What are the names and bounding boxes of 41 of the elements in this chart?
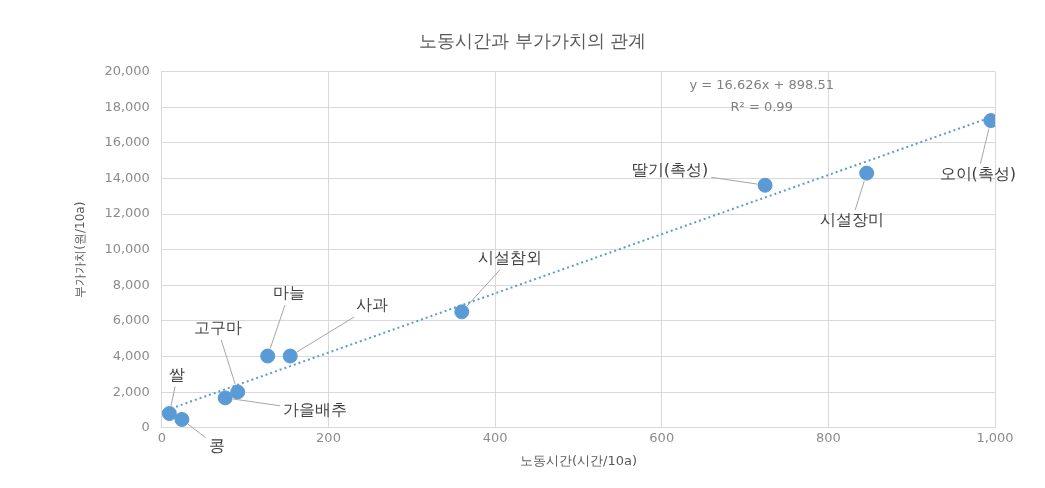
y-tick-label: 12,000 bbox=[104, 205, 150, 221]
annotation: 딸기(촉성) bbox=[631, 160, 709, 180]
annotation: 시설참외 bbox=[477, 248, 542, 268]
y-tick-label: 18,000 bbox=[104, 98, 150, 114]
annotation: 사과 bbox=[356, 295, 389, 315]
y-tick-label: 2,000 bbox=[112, 383, 150, 399]
annotation: 쌀 bbox=[169, 364, 186, 384]
point bbox=[174, 411, 190, 427]
point bbox=[454, 304, 470, 320]
point bbox=[757, 177, 773, 193]
annotation: 고구마 bbox=[193, 318, 242, 338]
annotation: y = 16.626x + 898.51 bbox=[689, 76, 835, 92]
y-tick-label: 14,000 bbox=[104, 169, 150, 185]
y-tick-label: 8,000 bbox=[112, 276, 150, 292]
x-tick-label: 400 bbox=[482, 429, 508, 445]
y-tick-label: 4,000 bbox=[112, 347, 150, 363]
point bbox=[217, 390, 233, 406]
x-tick-label: 600 bbox=[649, 429, 675, 445]
point bbox=[859, 165, 875, 181]
x-tick-label: 0 bbox=[157, 429, 167, 445]
chart-title: 노동시간과 부가가치의 관계 bbox=[418, 30, 647, 52]
annotation: 오이(촉성) bbox=[939, 163, 1017, 183]
annotation: 마늘 bbox=[272, 283, 305, 303]
point bbox=[161, 406, 177, 422]
y-tick-label: 20,000 bbox=[104, 62, 150, 78]
y-tick-label: 16,000 bbox=[104, 134, 150, 150]
annotation: R² = 0.99 bbox=[730, 98, 793, 114]
x-axis-title: 노동시간(시간/10a) bbox=[519, 452, 637, 468]
y-axis-title: 부가가치(원/10a) bbox=[73, 201, 88, 298]
point bbox=[260, 348, 276, 364]
point bbox=[230, 384, 246, 400]
y-tick-label: 0 bbox=[141, 419, 150, 435]
x-tick-label: 200 bbox=[316, 429, 341, 445]
annotation: 가을배추 bbox=[283, 400, 348, 420]
point bbox=[282, 348, 298, 364]
x-tick-label: 1,000 bbox=[976, 429, 1014, 445]
annotation: 콩 bbox=[208, 435, 225, 455]
annotation: 시설장미 bbox=[819, 210, 884, 230]
y-tick-label: 10,000 bbox=[104, 241, 150, 257]
x-tick-label: 800 bbox=[815, 429, 841, 445]
y-tick-label: 6,000 bbox=[112, 312, 150, 328]
